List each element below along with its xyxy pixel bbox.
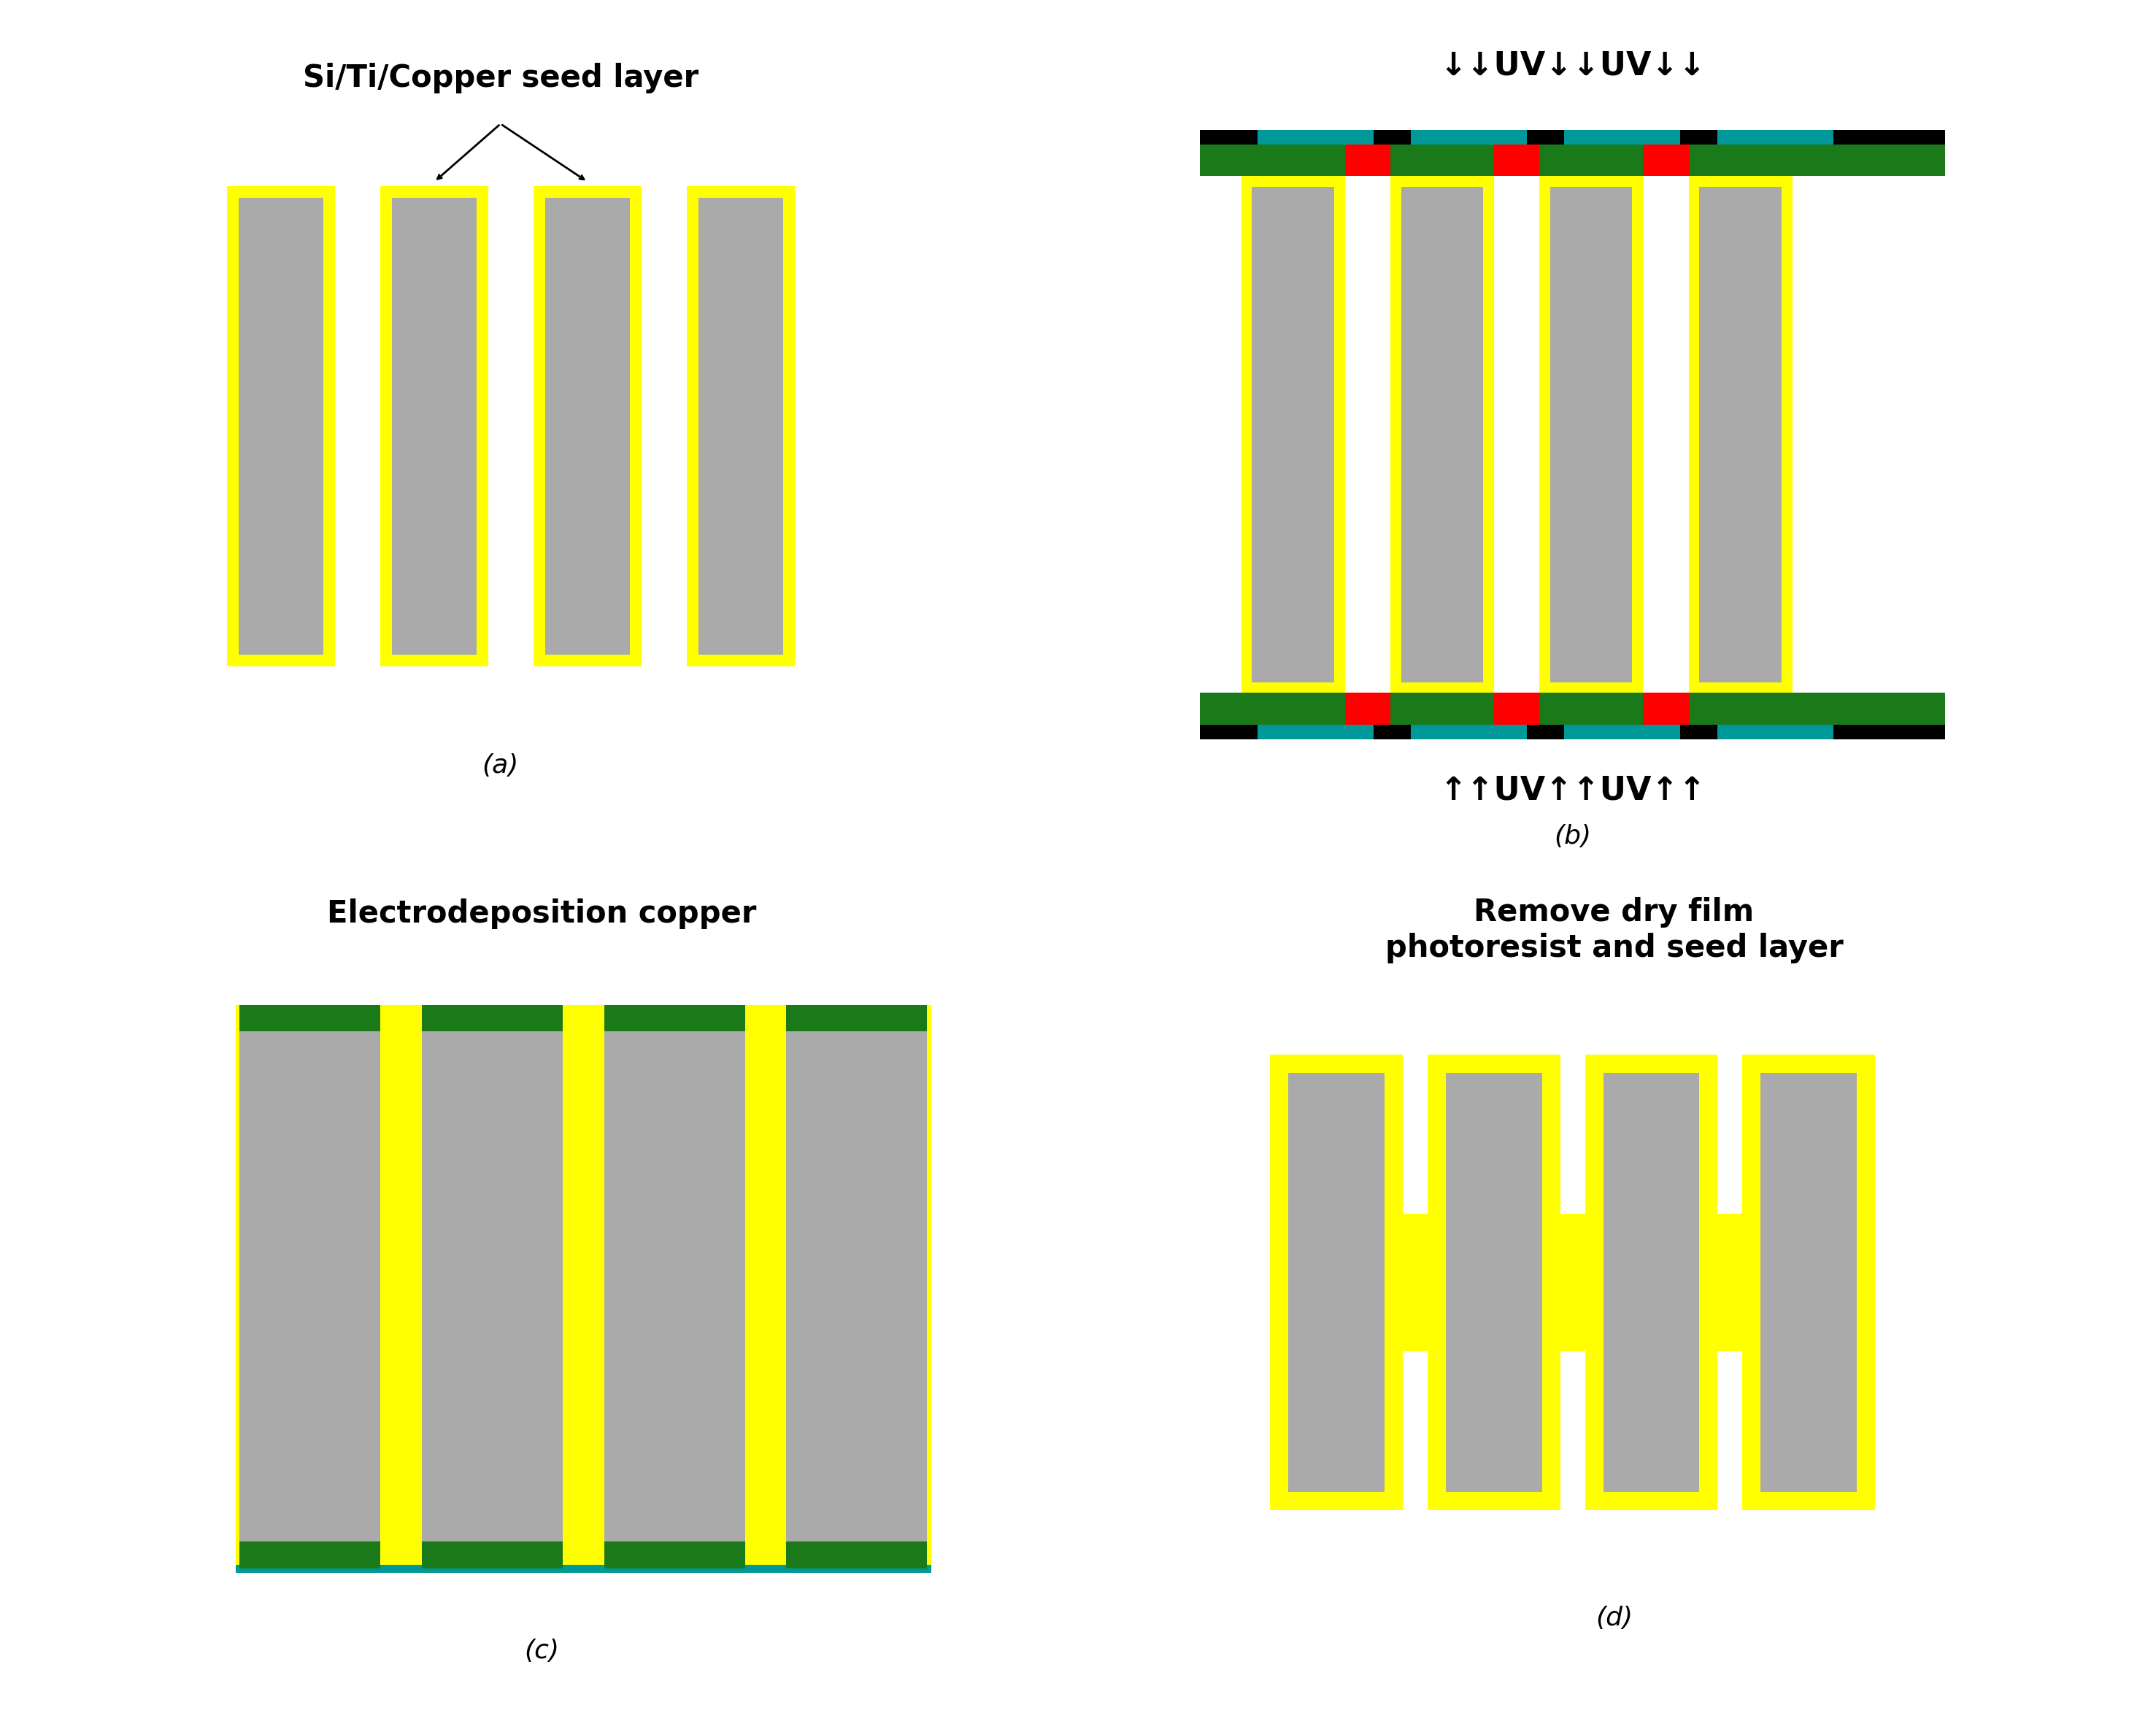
Bar xyxy=(1643,145,1688,176)
Bar xyxy=(239,198,323,654)
Bar xyxy=(1585,1055,1718,1511)
Text: Remove dry film
photoresist and seed layer: Remove dry film photoresist and seed lay… xyxy=(1384,897,1843,964)
Text: (b): (b) xyxy=(1554,824,1591,848)
Bar xyxy=(1427,1055,1561,1511)
Bar xyxy=(1257,129,1373,145)
Text: ↑↑UV↑↑UV↑↑: ↑↑UV↑↑UV↑↑ xyxy=(1440,774,1705,807)
Bar xyxy=(1242,176,1345,694)
Bar xyxy=(1253,188,1335,682)
Bar xyxy=(604,1005,744,1031)
Bar xyxy=(1201,694,1945,725)
Bar xyxy=(688,186,796,666)
Bar xyxy=(1401,188,1483,682)
Bar xyxy=(239,1542,379,1568)
Bar xyxy=(787,1542,927,1568)
Bar xyxy=(239,1031,379,1542)
Bar xyxy=(535,186,640,666)
Bar xyxy=(604,1031,744,1542)
Text: ↓↓UV↓↓UV↓↓: ↓↓UV↓↓UV↓↓ xyxy=(1440,50,1705,81)
Bar xyxy=(1494,145,1539,176)
Bar xyxy=(1345,145,1391,176)
Bar xyxy=(699,198,783,654)
Text: Si/Ti/Copper seed layer: Si/Ti/Copper seed layer xyxy=(302,64,699,93)
Bar xyxy=(1565,129,1680,145)
Bar xyxy=(1718,1213,1742,1351)
Bar xyxy=(1201,725,1945,740)
Bar xyxy=(379,186,487,666)
Bar xyxy=(1270,1055,1404,1511)
Bar xyxy=(1289,1072,1384,1492)
Bar xyxy=(423,1031,563,1542)
Bar xyxy=(239,1005,379,1031)
Bar xyxy=(1404,1213,1427,1351)
Bar xyxy=(1561,1213,1585,1351)
Text: (a): (a) xyxy=(483,754,520,778)
Bar xyxy=(1257,725,1373,740)
Bar xyxy=(1412,129,1526,145)
Bar xyxy=(1494,694,1539,725)
Bar xyxy=(1699,188,1781,682)
Bar xyxy=(1539,176,1643,694)
Bar xyxy=(1718,725,1833,740)
Bar xyxy=(423,1542,563,1568)
Bar xyxy=(1565,725,1680,740)
Bar xyxy=(1201,176,1945,694)
Bar xyxy=(1412,725,1526,740)
Bar xyxy=(1604,1072,1699,1492)
Bar xyxy=(1345,694,1391,725)
Bar xyxy=(1201,129,1945,145)
Bar xyxy=(604,1542,744,1568)
Text: (c): (c) xyxy=(524,1638,561,1664)
Bar xyxy=(1550,188,1632,682)
Bar xyxy=(1761,1072,1856,1492)
Bar xyxy=(787,1005,927,1031)
Bar xyxy=(392,198,476,654)
Bar xyxy=(1447,1072,1542,1492)
Bar xyxy=(787,1031,927,1542)
Bar xyxy=(235,1564,931,1573)
Bar xyxy=(1718,129,1833,145)
Bar xyxy=(1742,1055,1876,1511)
Bar xyxy=(423,1005,563,1031)
Text: (d): (d) xyxy=(1595,1606,1632,1630)
Bar xyxy=(1688,176,1792,694)
Bar xyxy=(1391,176,1494,694)
Bar xyxy=(545,198,630,654)
Bar xyxy=(226,186,334,666)
Bar xyxy=(235,1005,931,1568)
Text: Electrodeposition copper: Electrodeposition copper xyxy=(328,898,757,929)
Bar xyxy=(1201,145,1945,176)
Bar xyxy=(1643,694,1688,725)
